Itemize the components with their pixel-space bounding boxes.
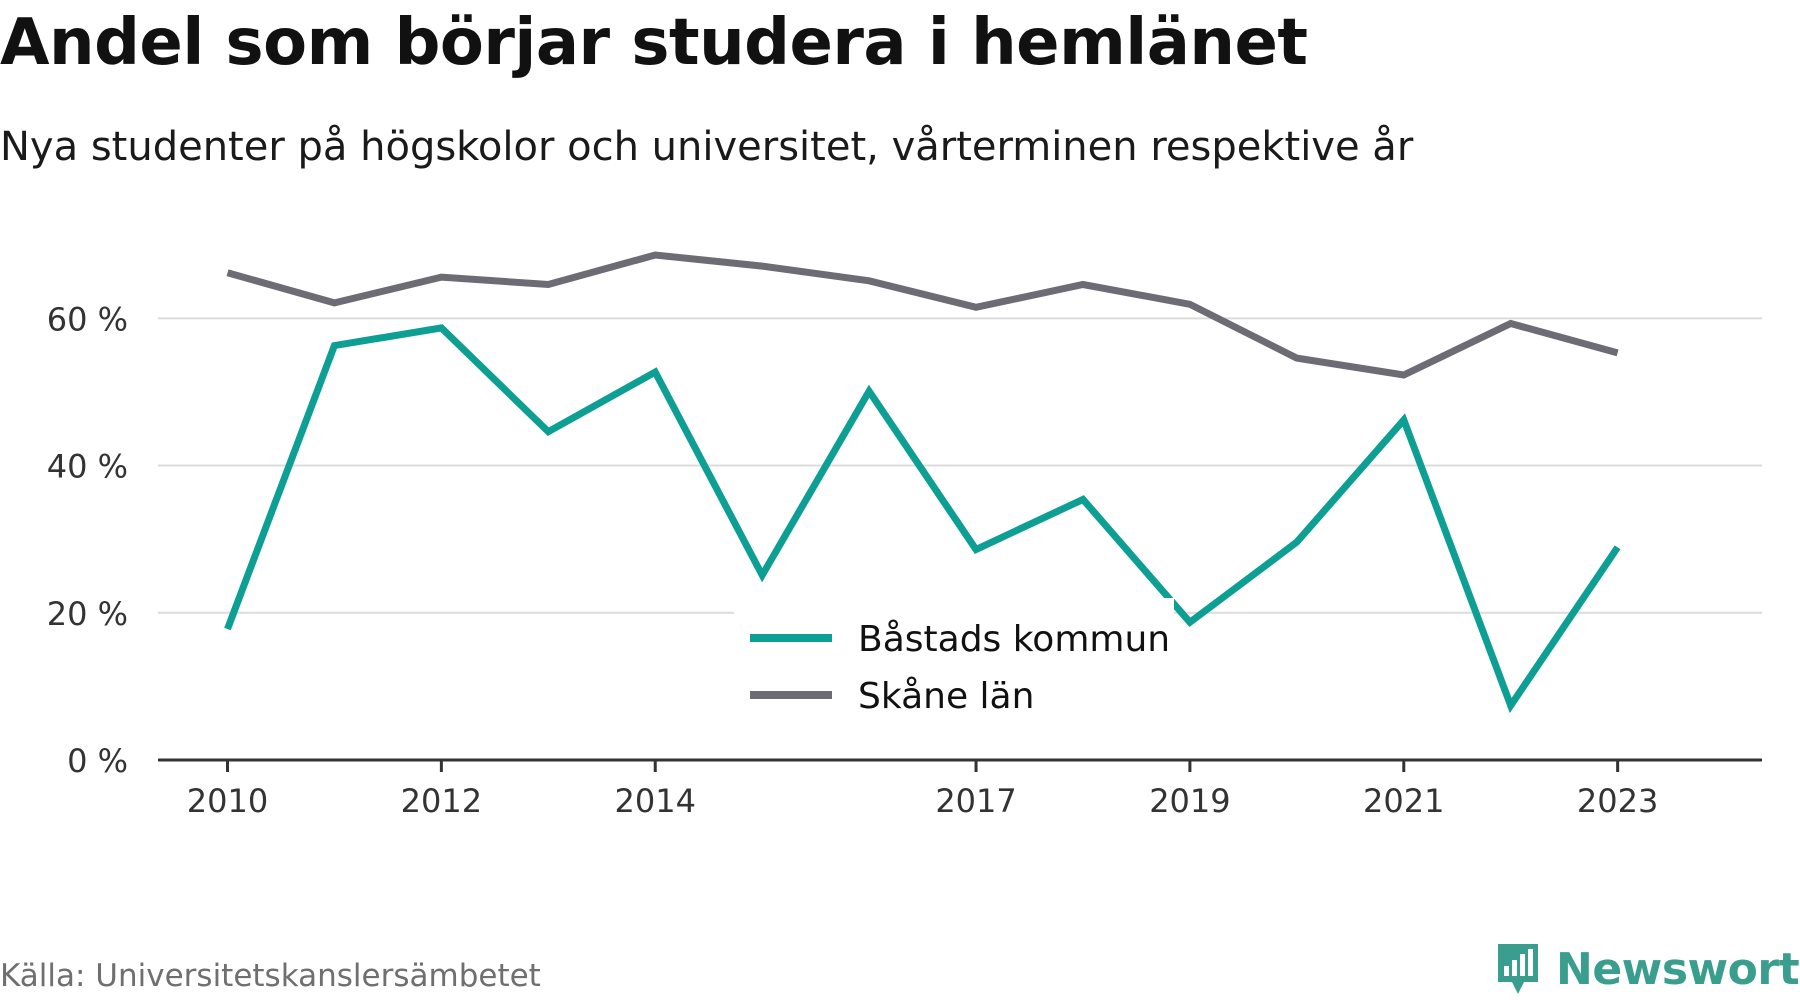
brand-name: Newsworthy bbox=[1556, 943, 1800, 995]
y-tick-label: 0 % bbox=[67, 742, 128, 780]
page-subtitle: Nya studenter på högskolor och universit… bbox=[0, 124, 1414, 170]
x-tick-label: 2019 bbox=[1149, 782, 1230, 820]
series-line-bastads-kommun bbox=[224, 324, 1621, 714]
y-tick-label: 20 % bbox=[47, 595, 128, 633]
grid-lines bbox=[158, 317, 1762, 614]
line-chart: 0 % 20 % 40 % 60 % 2010 2012 2014 2017 2019 2021… bbox=[47, 251, 1762, 820]
source-note: Källa: Universitetskanslersämbetet bbox=[0, 958, 541, 994]
y-tick-label: 40 % bbox=[47, 448, 128, 486]
newsworthy-logo-icon bbox=[1498, 944, 1538, 994]
x-axis: 2010 2012 2014 2017 2019 2021 2023 bbox=[158, 758, 1762, 820]
x-tick-label: 2017 bbox=[935, 782, 1016, 820]
legend: Båstads kommun Skåne län bbox=[734, 598, 1174, 728]
y-tick-label: 60 % bbox=[47, 300, 128, 338]
x-tick-label: 2021 bbox=[1363, 782, 1444, 820]
brand-logo: Newsworthy bbox=[1494, 940, 1800, 998]
x-tick-label: 2023 bbox=[1577, 782, 1658, 820]
series-line-skane-lan bbox=[226, 251, 1619, 379]
legend-label: Båstads kommun bbox=[858, 619, 1170, 660]
legend-background bbox=[734, 598, 1174, 728]
x-tick-label: 2014 bbox=[615, 782, 696, 820]
legend-label: Skåne län bbox=[858, 676, 1034, 717]
series-lines bbox=[224, 251, 1621, 714]
y-axis-tick-labels: 0 % 20 % 40 % 60 % bbox=[47, 300, 128, 780]
page-title: Andel som börjar studera i hemlänet bbox=[0, 6, 1308, 80]
x-tick-label: 2010 bbox=[187, 782, 268, 820]
x-tick-label: 2012 bbox=[401, 782, 482, 820]
